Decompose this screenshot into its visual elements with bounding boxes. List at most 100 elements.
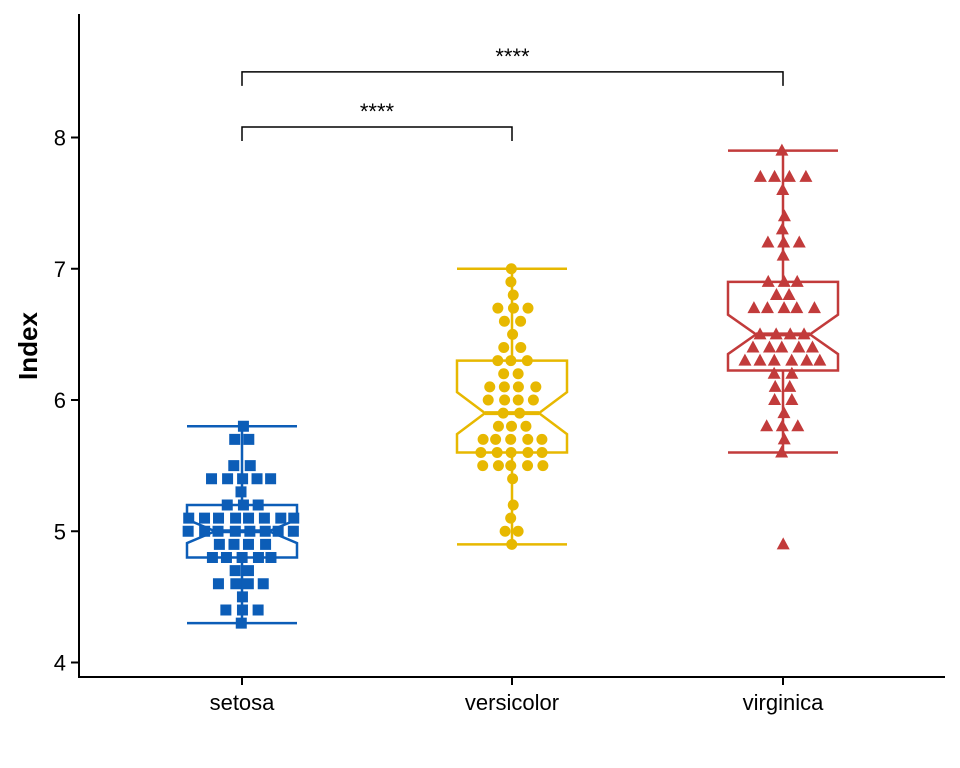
data-point [753,327,767,340]
data-point [797,327,811,340]
data-point [506,420,518,432]
data-point [762,340,776,353]
data-point [499,394,511,406]
data-point [790,301,804,314]
data-point [507,499,519,511]
data-point [514,407,526,419]
data-point [777,209,791,222]
data-point [265,473,277,485]
data-point [252,604,264,616]
data-point [259,525,271,537]
data-point [753,353,767,366]
notched-box [455,359,569,454]
significance-bracket: **** [241,44,784,86]
data-point [783,379,797,392]
x-tick-label: setosa [210,690,276,715]
data-point [522,433,534,445]
y-axis-ticks: 4 5 6 7 8 [54,126,79,676]
data-point [199,525,211,537]
data-point [775,143,789,156]
bracket-line [241,126,513,141]
data-point [536,447,548,458]
y-tick-label: 8 [54,126,66,151]
data-point [235,486,247,498]
data-point [769,327,783,340]
data-point [235,617,247,629]
data-point [777,406,791,419]
data-point [530,381,542,393]
significance-label: **** [360,99,395,124]
data-point [760,419,774,432]
data-point [507,289,519,301]
data-point [497,407,509,419]
data-point [477,460,489,472]
data-point [498,381,510,393]
data-point [512,368,524,380]
data-point [220,552,232,563]
data-point [251,473,263,485]
data-point [228,460,240,472]
x-tick-label: versicolor [465,690,559,715]
data-point [515,342,527,353]
data-point [182,525,194,537]
data-point [782,288,796,300]
data-point [213,512,225,524]
data-point [212,525,224,537]
data-point [484,381,496,393]
data-point [805,340,819,353]
data-point [237,499,249,511]
data-point [492,302,504,314]
data-point [507,328,519,340]
data-point [782,169,796,182]
data-point [536,433,548,445]
data-point [242,565,254,577]
data-point [229,565,241,577]
data-point [228,538,240,550]
data-point [505,263,517,275]
data-point [792,235,806,248]
data-point [775,222,789,235]
data-point [775,445,789,458]
data-point [790,274,804,287]
data-point [775,340,789,353]
data-point [769,288,783,300]
x-tick-label: virginica [743,690,824,715]
data-point [799,169,813,182]
data-point [785,366,799,379]
data-point [760,301,774,314]
data-point [522,460,534,472]
data-point [777,432,791,445]
data-point [506,538,518,550]
y-tick-label: 7 [54,257,66,282]
data-point [505,276,517,288]
data-point [490,433,502,445]
data-point [776,537,790,550]
data-point [287,525,299,537]
data-point [777,235,791,248]
data-point [761,235,775,248]
group-virginica [726,143,840,550]
data-point [527,394,539,406]
data-point [242,538,254,550]
data-point [512,394,524,406]
data-point [521,355,533,367]
notched-box [726,280,840,372]
data-point [746,340,760,353]
y-tick-label: 6 [54,388,66,413]
data-point [492,460,504,472]
data-point [243,433,255,445]
group-setosa [182,420,300,629]
data-point [275,512,287,524]
data-point [505,355,517,367]
data-point [244,460,256,472]
data-point [767,353,781,366]
data-point [252,552,264,563]
plot-area: **** **** [182,44,840,629]
data-point [505,433,517,445]
data-point [243,512,255,524]
data-point [492,420,504,432]
data-point [537,460,549,472]
y-axis-title: Index [13,312,43,380]
data-point [477,433,489,445]
